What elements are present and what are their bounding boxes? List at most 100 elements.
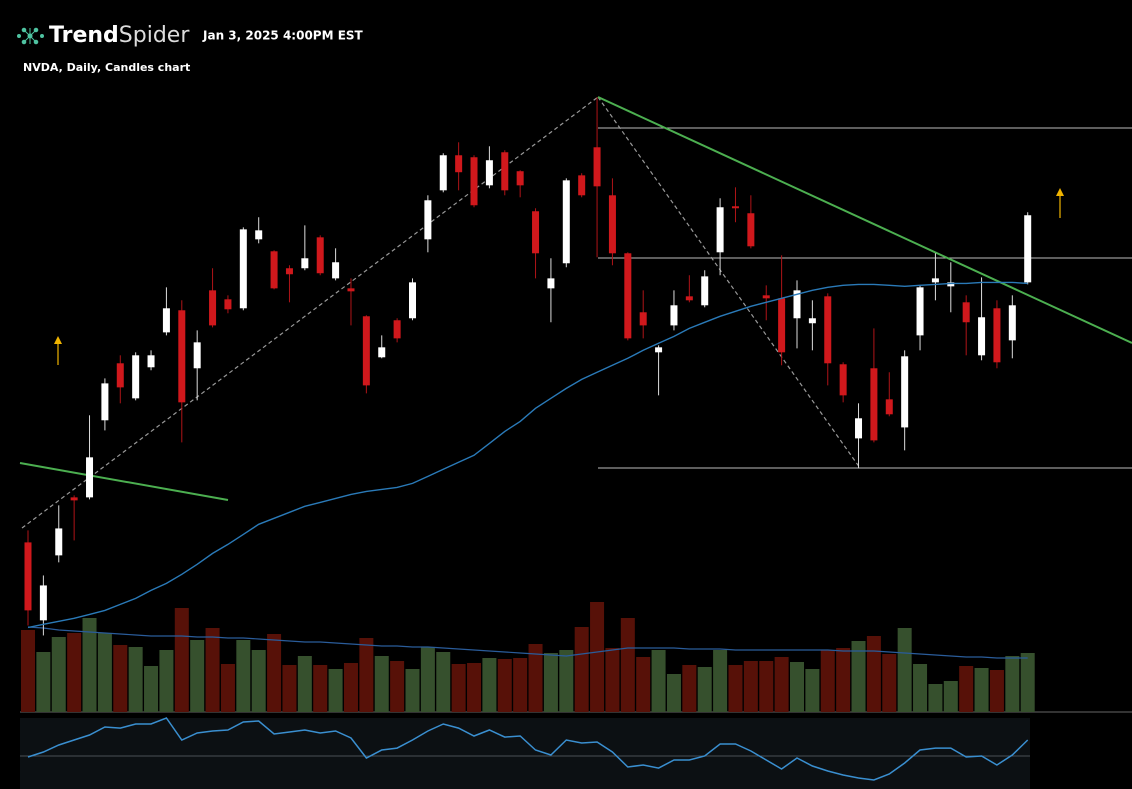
oscillator-line	[27, 717, 1029, 781]
volume-bar	[390, 661, 405, 712]
volume-bar	[728, 665, 743, 712]
volume-bar	[974, 668, 989, 712]
volume-bar	[97, 633, 112, 712]
brand-bold: Trend	[49, 23, 119, 48]
candle-body	[901, 356, 909, 428]
volume-bar	[636, 657, 651, 712]
volume-bar	[959, 666, 974, 712]
volume-bar	[190, 640, 205, 712]
candle-body	[593, 147, 601, 187]
candle-body	[24, 542, 32, 611]
candle-body	[701, 276, 709, 306]
volume-bar	[497, 659, 512, 712]
volume-bar	[328, 669, 343, 712]
candle-body	[562, 180, 570, 264]
volume-bar	[913, 664, 928, 712]
volume-bar	[159, 650, 174, 712]
volume-bar	[543, 653, 558, 712]
volume-bar	[113, 645, 128, 712]
candle-body	[855, 418, 863, 439]
candle-body	[578, 175, 586, 196]
candle-body	[532, 211, 540, 254]
volume-bar	[1005, 656, 1020, 712]
volume-bar	[836, 648, 851, 712]
volume-bar	[51, 637, 66, 712]
volume-bar	[467, 663, 482, 712]
volume-bar	[528, 644, 543, 712]
volume-bar	[1020, 653, 1035, 712]
candle-body	[608, 195, 616, 254]
volume-bar	[297, 656, 312, 712]
candle-body	[239, 229, 247, 309]
volume-bar	[420, 647, 435, 712]
candle-body	[316, 237, 324, 274]
candle-body	[193, 342, 201, 369]
volume-bar	[313, 665, 328, 712]
candle-body	[639, 312, 647, 326]
volume-bar	[866, 636, 881, 712]
volume-bar	[343, 663, 358, 712]
volume-average-line	[27, 626, 1028, 659]
candle-body	[778, 298, 786, 353]
candle-body	[255, 230, 263, 240]
logo-icon	[17, 27, 44, 45]
volume-bar	[713, 650, 728, 712]
candle-body	[332, 262, 340, 279]
volume-bar	[651, 650, 666, 712]
candle-body	[285, 268, 293, 275]
volume-bar	[128, 647, 143, 712]
brand-light: Spider	[119, 23, 191, 48]
candle-body	[731, 206, 739, 209]
candle-body	[347, 288, 355, 292]
volume-bar	[282, 665, 297, 712]
candle-body	[70, 497, 78, 501]
candle-body	[178, 310, 186, 403]
candle-body	[1024, 215, 1032, 283]
volume-bar	[774, 657, 789, 712]
volume-bar	[144, 666, 159, 712]
candle-body	[839, 364, 847, 396]
volume-bar	[666, 674, 681, 712]
candle-body	[224, 299, 232, 310]
candle-body	[1008, 305, 1016, 341]
candle-body	[86, 457, 94, 498]
volume-bar	[67, 633, 82, 712]
volume-bar	[574, 627, 589, 712]
candle-body	[993, 308, 1001, 363]
candle-body	[132, 355, 140, 399]
volume-bar	[267, 634, 282, 712]
candle-body	[931, 278, 939, 283]
candle-body	[716, 207, 724, 253]
candle-body	[547, 278, 555, 289]
candle-body	[670, 305, 678, 326]
volume-bar	[820, 650, 835, 712]
volume-bar	[805, 669, 820, 712]
volume-bar	[989, 670, 1004, 712]
volume-bar	[436, 652, 451, 712]
volume-bar	[928, 684, 943, 712]
candle-body	[378, 347, 386, 358]
candle-body	[624, 253, 632, 339]
candle-body	[362, 316, 370, 386]
candle-body	[147, 355, 155, 368]
volume-bar	[236, 640, 251, 712]
volume-bar	[174, 608, 189, 712]
candle-body	[962, 302, 970, 323]
candle-body	[162, 308, 170, 333]
candle-body	[393, 320, 401, 339]
timestamp: Jan 3, 2025 4:00PM EST	[202, 29, 364, 43]
volume-bar	[513, 658, 528, 712]
candle-body	[793, 290, 801, 319]
volume-bar	[620, 618, 635, 712]
volume-bar	[605, 648, 620, 712]
candle-body	[501, 152, 509, 191]
candle-body	[978, 317, 986, 356]
candle-body	[409, 282, 416, 319]
volume-bar	[682, 665, 697, 712]
brand: TrendSpider	[49, 23, 190, 48]
drawings	[19, 96, 1132, 529]
candle-body	[916, 287, 924, 336]
volume-bar	[759, 661, 774, 712]
